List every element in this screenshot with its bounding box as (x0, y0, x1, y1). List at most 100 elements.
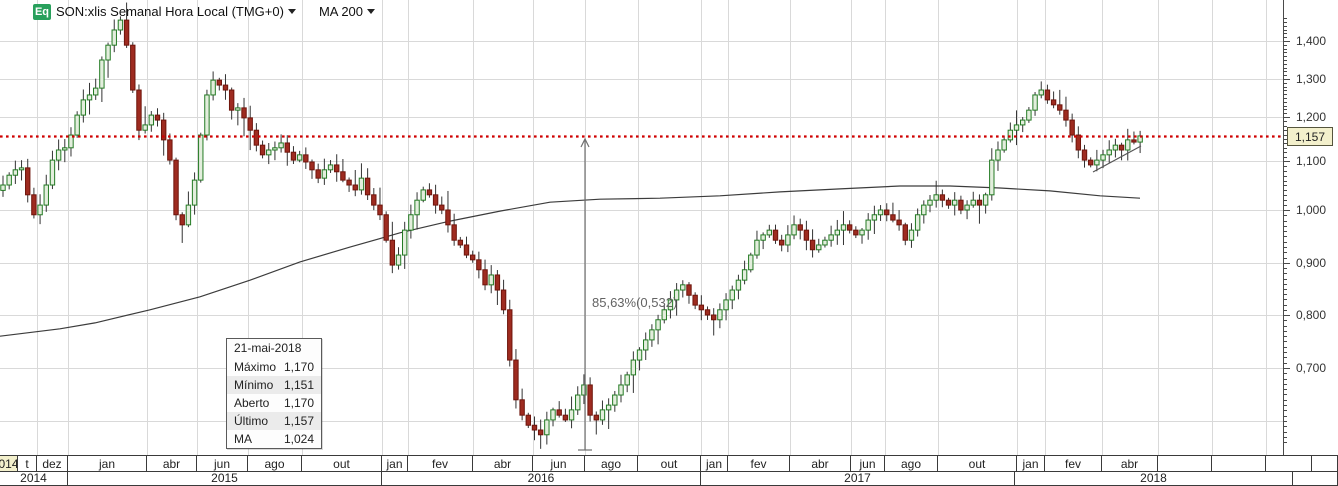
candle-down (445, 209, 451, 226)
candle-down (482, 269, 488, 286)
candle-down (1069, 119, 1075, 136)
candle-down (284, 142, 290, 153)
candle-up (99, 59, 105, 89)
candle-down (371, 194, 377, 206)
candle-down (1050, 99, 1057, 106)
candle-up (204, 94, 210, 136)
candle-down (31, 194, 37, 216)
month-cell: out (302, 456, 382, 471)
candle-down (1044, 89, 1051, 101)
chart-plot-area[interactable] (0, 0, 1283, 455)
candle-down (315, 169, 321, 179)
minor-tick (1284, 185, 1287, 186)
candlestick-chart[interactable] (0, 0, 1283, 455)
candle-up (550, 409, 556, 421)
candle-up (93, 87, 99, 96)
candle-down (130, 44, 136, 91)
year-cell: 2015 (68, 471, 382, 485)
minor-tick (1284, 102, 1287, 103)
minor-tick (1284, 221, 1287, 222)
month-cell: jun (533, 456, 585, 471)
candle-up (12, 169, 19, 176)
candle-up (0, 184, 6, 191)
minor-tick (1284, 195, 1287, 196)
candle-up (840, 224, 847, 231)
year-cell: 2018 (1015, 471, 1293, 485)
time-axis-years[interactable]: 2014 2015 2016 2017 2018 (0, 471, 1338, 486)
price-axis[interactable]: 1,157 1,400 1,300 1,200 1,100 1,000 0,900 0,80… (1283, 0, 1338, 455)
candle-down (340, 171, 346, 181)
candle-down (593, 414, 599, 421)
candle-up (760, 234, 766, 241)
candle-down (711, 314, 717, 321)
minor-tick (1284, 171, 1287, 172)
price-tick-label: 0,700 (1296, 361, 1327, 375)
candle-up (1013, 124, 1020, 131)
candle-up (1106, 149, 1112, 156)
candle-up (1007, 129, 1014, 141)
candle-down (500, 289, 507, 311)
candle-down (154, 114, 161, 121)
minor-tick (1284, 126, 1287, 127)
minor-tick (1284, 205, 1287, 206)
minor-tick (1284, 384, 1287, 385)
candle-up (643, 339, 649, 351)
major-tick (1284, 315, 1290, 316)
minor-tick (1284, 83, 1287, 84)
minor-tick (1284, 252, 1287, 253)
minor-tick (1284, 71, 1287, 72)
candle-up (791, 224, 797, 236)
time-axis-months[interactable]: 014tdezjanabrjunagooutjanfevabrjunagoout… (0, 455, 1338, 472)
minor-tick (1284, 410, 1287, 411)
month-cell: jun (851, 456, 885, 471)
minor-tick (1284, 166, 1287, 167)
year-cell: 2014 (0, 471, 68, 485)
candle-up (828, 234, 834, 241)
minor-tick (1284, 98, 1287, 99)
month-cell: jan (701, 456, 728, 471)
candle-up (989, 159, 995, 196)
minor-tick (1284, 394, 1287, 395)
candle-up (296, 154, 303, 161)
minor-tick (1284, 68, 1287, 69)
candle-up (834, 229, 840, 236)
candle-up (80, 99, 87, 116)
major-tick (1284, 210, 1290, 211)
month-cell: dez (37, 456, 68, 471)
candle-up (105, 44, 111, 61)
candle-up (667, 299, 674, 311)
candle-down (228, 89, 235, 111)
minor-tick (1284, 236, 1287, 237)
chevron-down-icon[interactable] (367, 9, 376, 14)
minor-tick (1284, 273, 1287, 274)
candle-up (865, 219, 871, 231)
price-tick-label: 1,400 (1296, 34, 1327, 48)
candle-down (692, 294, 698, 306)
candle-down (1075, 134, 1082, 151)
minor-tick (1284, 336, 1287, 337)
minor-tick (1284, 226, 1287, 227)
candle-down (531, 424, 538, 431)
candle-up (680, 284, 686, 291)
instrument-title[interactable]: SON:xlis Semanal Hora Local (TMG+0) (56, 4, 284, 19)
minor-tick (1284, 352, 1287, 353)
candle-up (859, 229, 865, 236)
candle-up (185, 204, 192, 226)
candle-down (432, 194, 439, 206)
chevron-down-icon[interactable] (287, 9, 296, 14)
month-cell: jan (68, 456, 147, 471)
indicator-ma200-label[interactable]: MA 200 (318, 4, 364, 19)
candle-down (556, 409, 562, 416)
month-cell: fev (728, 456, 790, 471)
month-cell: fev (408, 456, 473, 471)
candle-down (958, 199, 964, 211)
candle-up (408, 214, 414, 231)
minor-tick (1284, 373, 1287, 374)
candle-up (43, 184, 49, 206)
month-cell (1312, 456, 1338, 471)
candle-down (494, 274, 501, 291)
candle-up (624, 374, 630, 386)
candle-up (605, 404, 612, 411)
candle-up (117, 19, 124, 31)
